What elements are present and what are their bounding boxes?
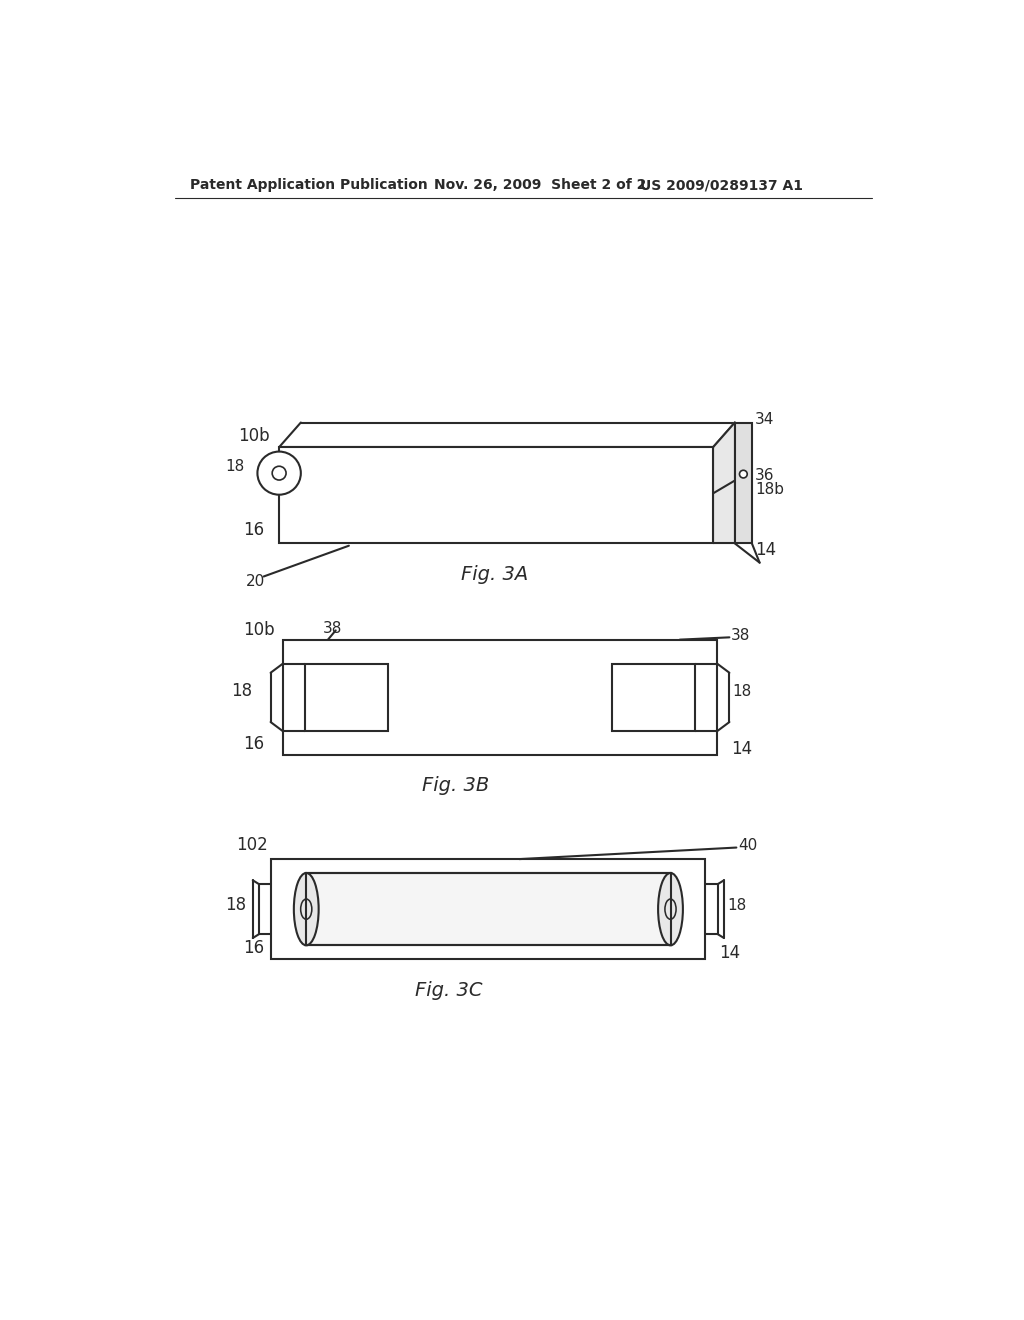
Text: 16: 16 bbox=[243, 735, 264, 752]
Text: 38: 38 bbox=[324, 622, 343, 636]
Text: 18b: 18b bbox=[755, 482, 784, 498]
Polygon shape bbox=[280, 422, 735, 447]
Bar bbox=[306, 873, 671, 945]
Text: 14: 14 bbox=[731, 741, 752, 758]
Text: 38: 38 bbox=[731, 628, 751, 643]
Text: 18: 18 bbox=[732, 684, 752, 698]
Text: 16: 16 bbox=[243, 520, 264, 539]
Text: 18: 18 bbox=[225, 459, 244, 474]
Circle shape bbox=[257, 451, 301, 495]
Bar bbox=[611, 664, 695, 731]
Text: Fig. 3C: Fig. 3C bbox=[415, 981, 482, 999]
Polygon shape bbox=[713, 422, 735, 544]
Text: 40: 40 bbox=[738, 838, 757, 853]
Text: Fig. 3B: Fig. 3B bbox=[423, 776, 489, 796]
Bar bbox=[735, 422, 752, 544]
Text: 102: 102 bbox=[237, 837, 268, 854]
Bar bbox=[271, 859, 706, 960]
Text: Nov. 26, 2009  Sheet 2 of 2: Nov. 26, 2009 Sheet 2 of 2 bbox=[434, 178, 646, 193]
Text: 14: 14 bbox=[719, 944, 740, 962]
Text: Fig. 3A: Fig. 3A bbox=[461, 565, 528, 583]
Text: 36: 36 bbox=[755, 469, 774, 483]
Text: 16: 16 bbox=[243, 939, 264, 957]
Text: US 2009/0289137 A1: US 2009/0289137 A1 bbox=[640, 178, 803, 193]
Bar bbox=[305, 664, 388, 731]
Text: 18: 18 bbox=[225, 896, 246, 915]
Bar bbox=[306, 873, 671, 945]
Text: 34: 34 bbox=[755, 412, 774, 426]
Text: Patent Application Publication: Patent Application Publication bbox=[190, 178, 428, 193]
Bar bbox=[283, 640, 717, 755]
Circle shape bbox=[739, 470, 748, 478]
Text: 18: 18 bbox=[231, 682, 252, 700]
Text: 10b: 10b bbox=[243, 622, 274, 639]
Text: 10b: 10b bbox=[238, 426, 269, 445]
Bar bbox=[280, 447, 713, 544]
Ellipse shape bbox=[658, 873, 683, 945]
Text: 20: 20 bbox=[246, 574, 265, 590]
Text: 14: 14 bbox=[755, 541, 776, 558]
Ellipse shape bbox=[294, 873, 318, 945]
Text: 18: 18 bbox=[727, 898, 746, 913]
